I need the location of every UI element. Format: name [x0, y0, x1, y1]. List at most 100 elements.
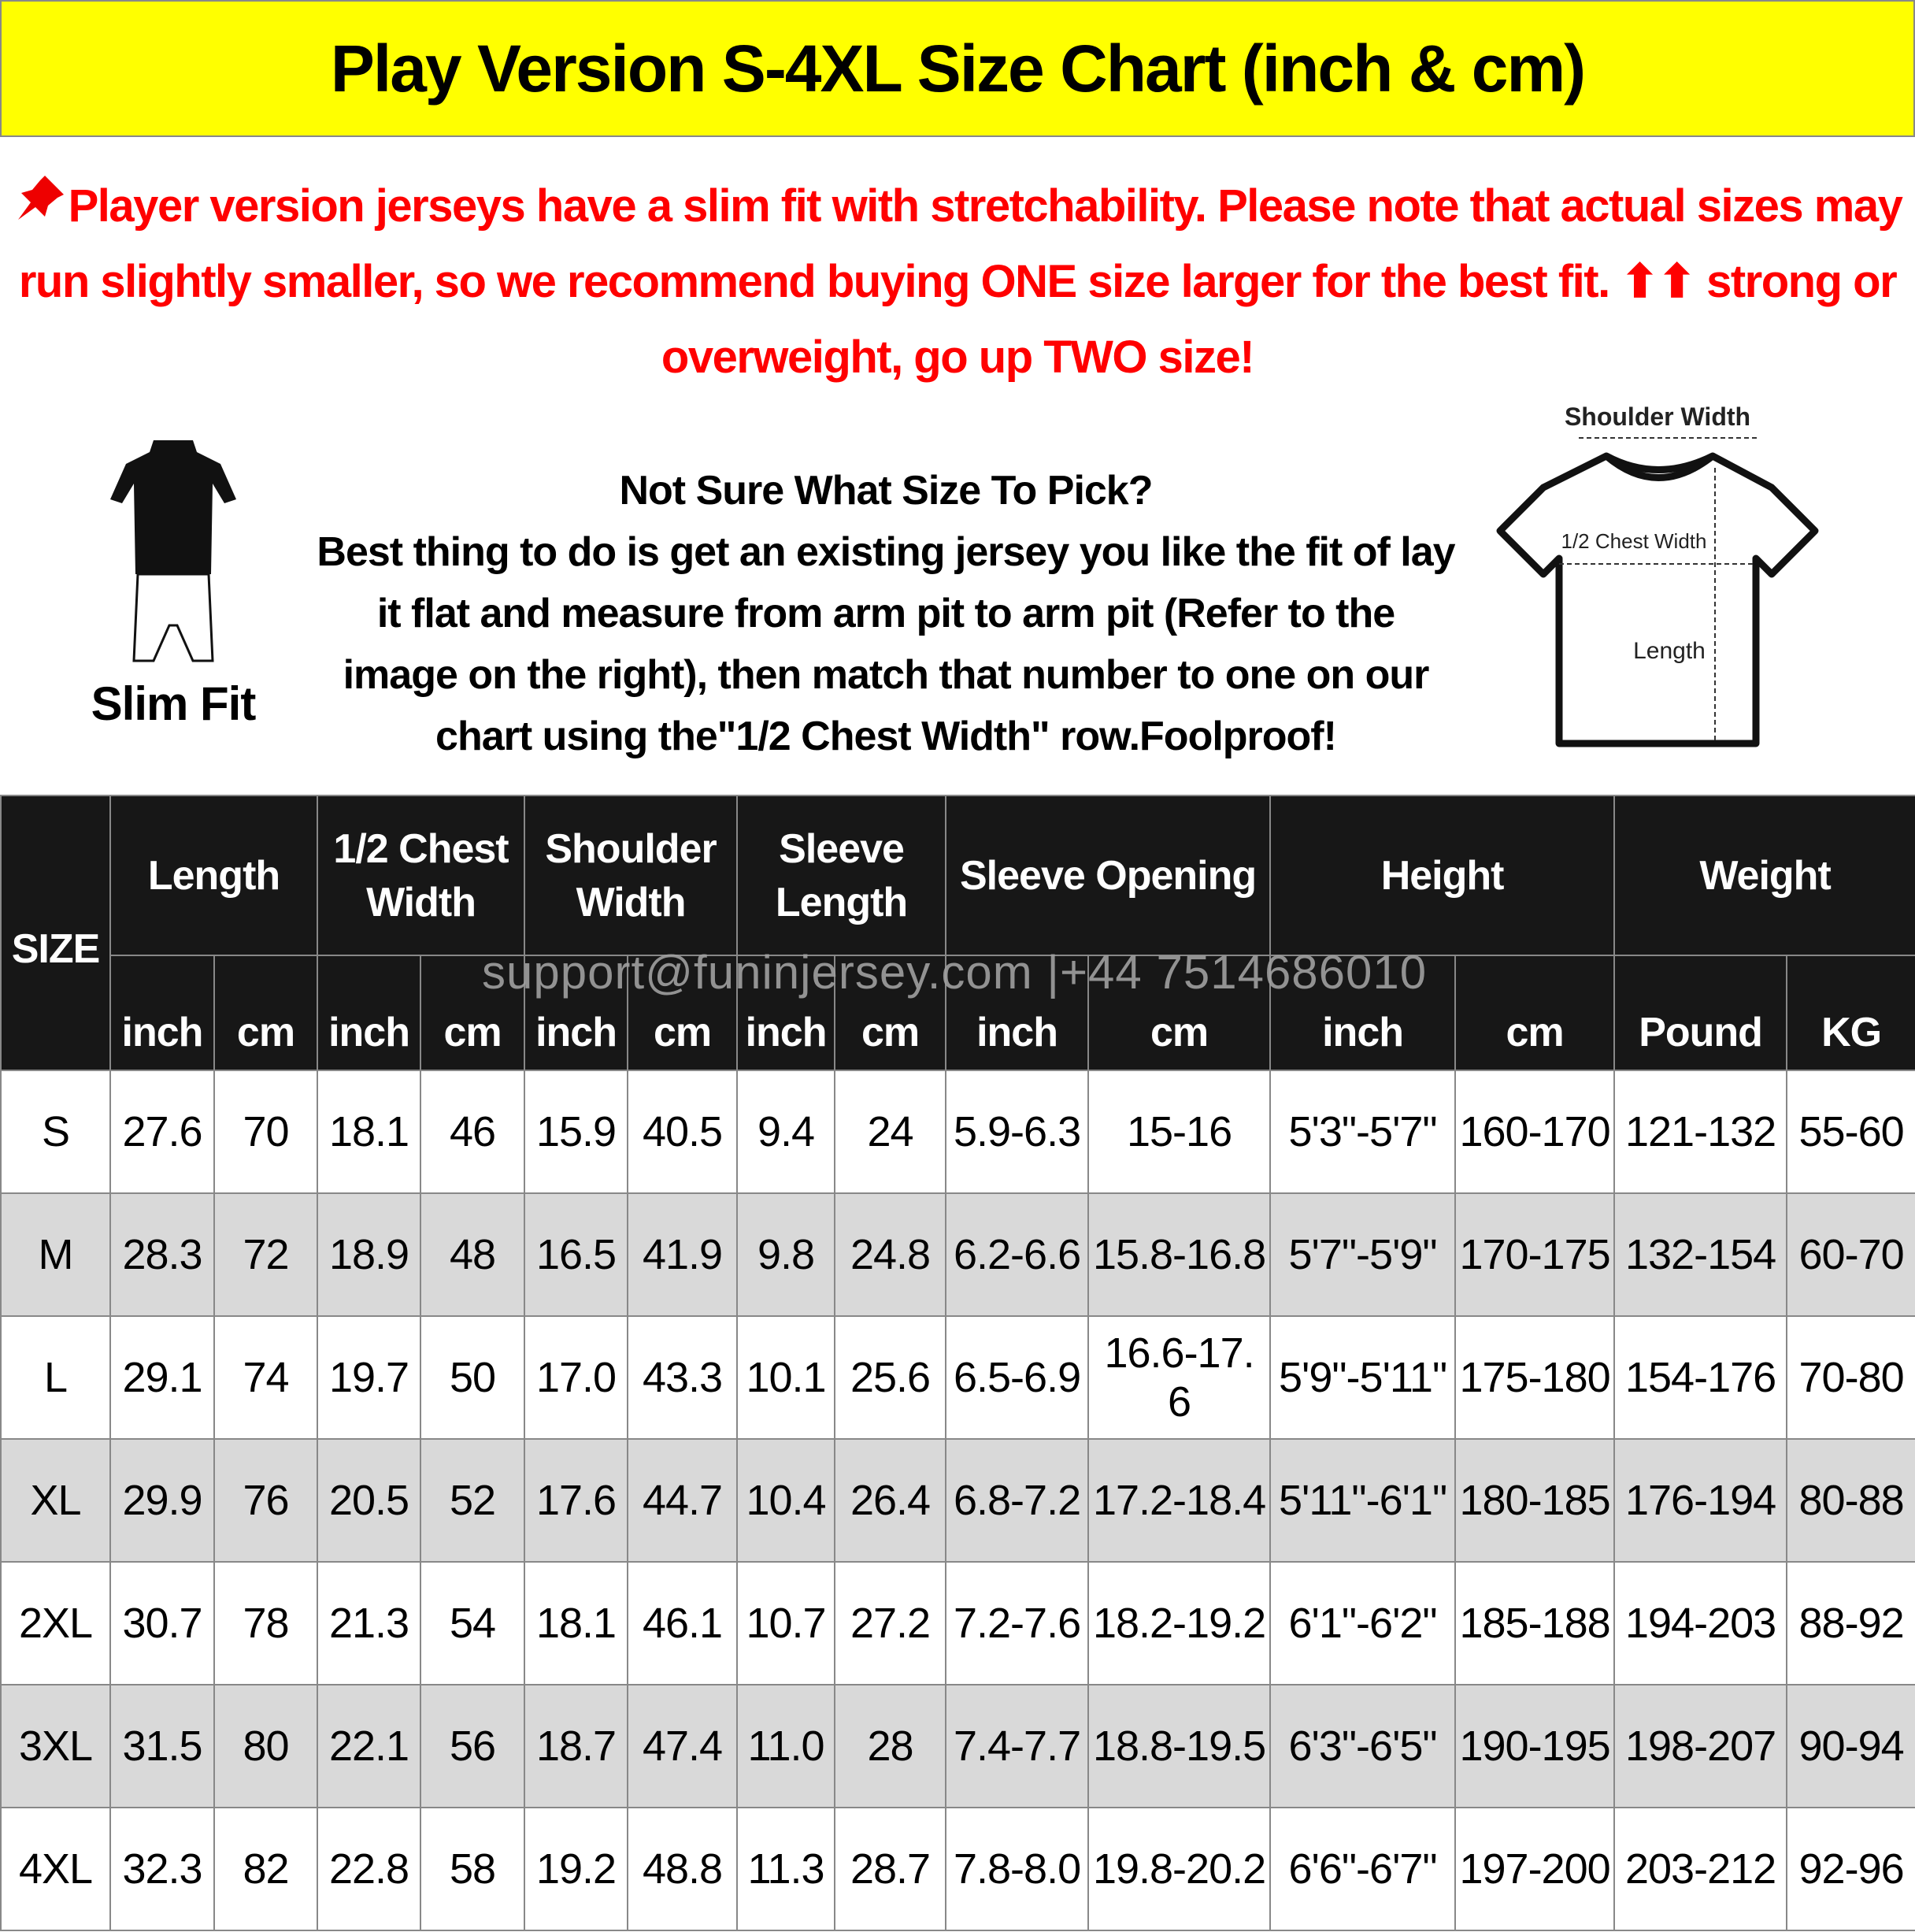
value-cell: 41.9 [627, 1192, 739, 1317]
value-cell: 16.6-17. 6 [1087, 1315, 1272, 1440]
unit-header: inch [109, 955, 215, 1071]
value-cell: 44.7 [627, 1438, 739, 1563]
value-cell: 197-200 [1454, 1807, 1616, 1931]
page-title: Play Version S-4XL Size Chart (inch & cm… [0, 0, 1915, 137]
size-cell: L [0, 1315, 111, 1440]
guide-heading: Not Sure What Size To Pick? [619, 468, 1153, 514]
size-cell: S [0, 1070, 111, 1194]
group-header: Weight [1613, 795, 1915, 956]
value-cell: 180-185 [1454, 1438, 1616, 1563]
value-cell: 198-207 [1613, 1684, 1788, 1808]
value-cell: 21.3 [317, 1561, 422, 1685]
value-cell: 7.8-8.0 [945, 1807, 1090, 1931]
value-cell: 6.8-7.2 [945, 1438, 1090, 1563]
value-cell: 132-154 [1613, 1192, 1788, 1317]
unit-header: KG [1786, 955, 1915, 1071]
value-cell: 175-180 [1454, 1315, 1616, 1440]
slim-fit-body-icon [110, 440, 236, 662]
group-header: Height [1269, 795, 1616, 956]
value-cell: 9.8 [736, 1192, 836, 1317]
value-cell: 88-92 [1786, 1561, 1915, 1685]
table-row: 3XL 31.5 80 22.1 56 18.7 47.4 11.0 28 7.4-7.7 18.8… [0, 1684, 1915, 1808]
value-cell: 19.2 [524, 1807, 629, 1931]
value-cell: 203-212 [1613, 1807, 1788, 1931]
value-cell: 6'1"-6'2" [1269, 1561, 1457, 1685]
value-cell: 80 [213, 1684, 319, 1808]
value-cell: 6.5-6.9 [945, 1315, 1090, 1440]
value-cell: 11.0 [736, 1684, 836, 1808]
size-table: SIZE Length 1/2 Chest Width Shoulder Wid… [0, 795, 1915, 1932]
value-cell: 7.2-7.6 [945, 1561, 1090, 1685]
info-section: Slim Fit Not Sure What Size To Pick? Bes… [0, 397, 1915, 795]
value-cell: 5.9-6.3 [945, 1070, 1090, 1194]
value-cell: 50 [420, 1315, 526, 1440]
value-cell: 10.1 [736, 1315, 836, 1440]
value-cell: 28.7 [834, 1807, 947, 1931]
group-header: Sleeve Opening [945, 795, 1272, 956]
size-guide: Not Sure What Size To Pick? Best thing t… [315, 460, 1457, 767]
value-cell: 30.7 [109, 1561, 215, 1685]
table-row: 4XL 32.3 82 22.8 58 19.2 48.8 11.3 28.7 7.8-8.0 19… [0, 1807, 1915, 1931]
value-cell: 26.4 [834, 1438, 947, 1563]
value-cell: 27.6 [109, 1070, 215, 1194]
group-header: Sleeve Length [736, 795, 947, 956]
value-cell: 5'7"-5'9" [1269, 1192, 1457, 1317]
value-cell: 17.2-18.4 [1087, 1438, 1272, 1563]
value-cell: 7.4-7.7 [945, 1684, 1090, 1808]
value-cell: 22.8 [317, 1807, 422, 1931]
value-cell: 82 [213, 1807, 319, 1931]
value-cell: 10.7 [736, 1561, 836, 1685]
length-label: Length [1633, 638, 1706, 664]
value-cell: 70-80 [1786, 1315, 1915, 1440]
size-cell: 2XL [0, 1561, 111, 1685]
size-header: SIZE [0, 795, 111, 1071]
shoulder-width-label: Shoulder Width [1565, 402, 1750, 431]
value-cell: 154-176 [1613, 1315, 1788, 1440]
value-cell: 29.1 [109, 1315, 215, 1440]
value-cell: 70 [213, 1070, 319, 1194]
value-cell: 194-203 [1613, 1561, 1788, 1685]
size-cell: XL [0, 1438, 111, 1563]
value-cell: 28.3 [109, 1192, 215, 1317]
unit-header: inch [945, 955, 1090, 1071]
table-row: M 28.3 72 18.9 48 16.5 41.9 9.8 24.8 6.2-6.6 15.8-… [0, 1192, 1915, 1317]
value-cell: 15.8-16.8 [1087, 1192, 1272, 1317]
guide-body: Best thing to do is get an existing jers… [317, 529, 1455, 759]
value-cell: 78 [213, 1561, 319, 1685]
size-cell: 3XL [0, 1684, 111, 1808]
fit-notice: Player version jerseys have a slim fit w… [0, 137, 1915, 397]
value-cell: 29.9 [109, 1438, 215, 1563]
unit-header: Pound [1613, 955, 1788, 1071]
value-cell: 19.7 [317, 1315, 422, 1440]
notice-text: Player version jerseys have a slim fit w… [18, 180, 1903, 383]
value-cell: 22.1 [317, 1684, 422, 1808]
value-cell: 74 [213, 1315, 319, 1440]
value-cell: 18.8-19.5 [1087, 1684, 1272, 1808]
value-cell: 16.5 [524, 1192, 629, 1317]
value-cell: 160-170 [1454, 1070, 1616, 1194]
value-cell: 48 [420, 1192, 526, 1317]
unit-header: inch [1269, 955, 1457, 1071]
unit-header: inch [524, 955, 629, 1071]
value-cell: 176-194 [1613, 1438, 1788, 1563]
value-cell: 90-94 [1786, 1684, 1915, 1808]
value-cell: 20.5 [317, 1438, 422, 1563]
value-cell: 31.5 [109, 1684, 215, 1808]
size-cell: M [0, 1192, 111, 1317]
unit-header: cm [1454, 955, 1616, 1071]
value-cell: 15.9 [524, 1070, 629, 1194]
pushpin-icon [13, 169, 65, 244]
value-cell: 18.9 [317, 1192, 422, 1317]
group-header: 1/2 Chest Width [317, 795, 526, 956]
value-cell: 10.4 [736, 1438, 836, 1563]
table-row: XL 29.9 76 20.5 52 17.6 44.7 10.4 26.4 6.8-7.2 17.… [0, 1438, 1915, 1563]
slim-fit-figure: Slim Fit [79, 436, 268, 731]
value-cell: 11.3 [736, 1807, 836, 1931]
value-cell: 56 [420, 1684, 526, 1808]
value-cell: 121-132 [1613, 1070, 1788, 1194]
value-cell: 48.8 [627, 1807, 739, 1931]
value-cell: 27.2 [834, 1561, 947, 1685]
value-cell: 72 [213, 1192, 319, 1317]
unit-header: cm [627, 955, 739, 1071]
table-row: L 29.1 74 19.7 50 17.0 43.3 10.1 25.6 6.5-6.9 16.6… [0, 1315, 1915, 1440]
